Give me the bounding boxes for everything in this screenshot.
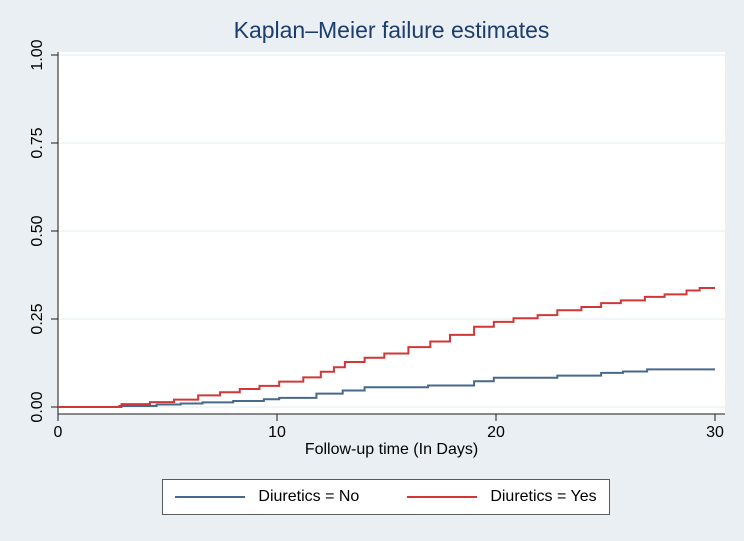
x-tick-label: 10 xyxy=(268,424,286,441)
legend-label-yes: Diuretics = Yes xyxy=(490,488,597,505)
y-tick-label: 0.25 xyxy=(29,303,46,334)
legend-label-no: Diuretics = No xyxy=(258,488,360,505)
legend-line-sample-yes xyxy=(407,496,478,498)
legend-line-sample-no xyxy=(175,496,246,498)
x-tick-label: 20 xyxy=(487,424,505,441)
legend-entry-no: Diuretics = No xyxy=(175,488,359,506)
y-tick-label: 1.00 xyxy=(29,39,46,70)
series-curve-no xyxy=(58,368,715,408)
legend-box: Diuretics = No Diuretics = Yes xyxy=(162,479,610,515)
x-axis-title: Follow-up time (In Days) xyxy=(304,441,479,458)
y-tick-label: 0.50 xyxy=(29,215,46,246)
x-tick-label: 0 xyxy=(54,424,63,441)
x-tick-label: 30 xyxy=(706,424,724,441)
chart-title: Kaplan–Meier failure estimates xyxy=(233,17,550,43)
legend-entry-yes: Diuretics = Yes xyxy=(407,488,597,506)
y-tick-label: 0.75 xyxy=(29,127,46,158)
y-tick-label: 0.00 xyxy=(29,391,46,422)
series-curve-yes xyxy=(58,287,715,408)
